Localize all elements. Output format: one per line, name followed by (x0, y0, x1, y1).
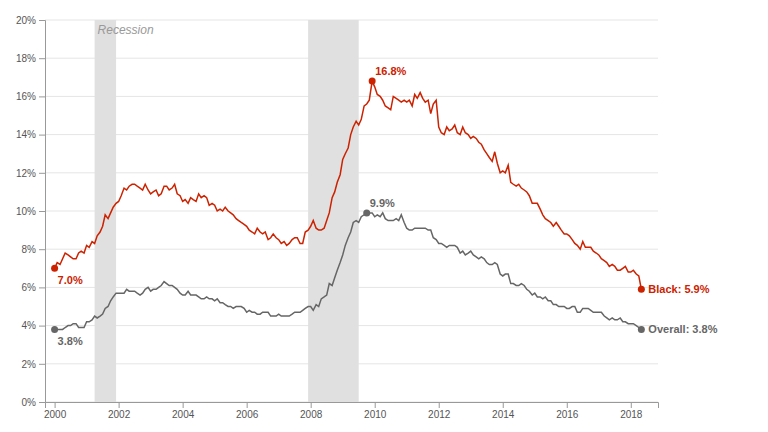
tick-mark (39, 96, 45, 97)
tick: 4% (22, 320, 45, 331)
annotation-dot (638, 326, 645, 333)
annotation-dot (51, 326, 58, 333)
tick-mark (311, 402, 312, 408)
tick-label: 2004 (172, 409, 195, 420)
tick-label: 2010 (364, 409, 387, 420)
tick-mark (631, 402, 632, 408)
tick-label: 18% (16, 53, 36, 64)
tick-label: 2008 (300, 409, 323, 420)
marks (51, 20, 645, 402)
tick: 2018 (620, 402, 643, 420)
tick-mark (119, 402, 120, 408)
tick-mark (39, 326, 45, 327)
tick-label: 4% (22, 320, 37, 331)
y-axis: 0% 2% 4% 6% 8% 10% 12% 14% 16% 18% 20% (16, 15, 46, 408)
annotation-label: Overall: 3.8% (648, 323, 717, 335)
tick-label: 6% (22, 282, 37, 293)
tick-mark (39, 58, 45, 59)
recession-band (308, 20, 359, 402)
tick: 14% (16, 129, 45, 140)
tick-mark (39, 135, 45, 136)
recession-bands (95, 20, 359, 402)
series-line (55, 81, 642, 289)
recession-band (95, 20, 116, 402)
tick-label: 16% (16, 91, 36, 102)
tick: 10% (16, 206, 45, 217)
tick-mark (39, 364, 45, 365)
grid (45, 20, 658, 402)
tick: 6% (22, 282, 45, 293)
tick-label: 2012 (428, 409, 451, 420)
tick: 2010 (364, 402, 387, 420)
tick: 8% (22, 244, 45, 255)
tick: 2% (22, 359, 45, 370)
tick-mark (39, 20, 45, 21)
tick-label: 2002 (108, 409, 131, 420)
tick-mark (39, 173, 45, 174)
tick-mark (567, 402, 568, 408)
tick-label: 2% (22, 359, 37, 370)
tick: 2008 (300, 402, 323, 420)
tick-mark (39, 249, 45, 250)
tick: 2014 (492, 402, 515, 420)
tick-mark (439, 402, 440, 408)
tick: 12% (16, 168, 45, 179)
tick-mark (247, 402, 248, 408)
tick: 20% (16, 15, 45, 26)
tick-label: 2018 (620, 409, 643, 420)
axis-line (39, 21, 46, 403)
annotation-dots (51, 78, 645, 333)
tick-label: 2000 (44, 409, 67, 420)
tick: 2002 (108, 402, 131, 420)
tick: 16% (16, 91, 45, 102)
tick-label: 2016 (556, 409, 579, 420)
tick-label: 2006 (236, 409, 259, 420)
tick-mark (503, 402, 504, 408)
tick-label: 20% (16, 15, 36, 26)
annotation-dot (51, 265, 58, 272)
recession-label: Recession (98, 23, 154, 37)
tick: 2012 (428, 402, 451, 420)
tick-label: 12% (16, 168, 36, 179)
annotation-dot (369, 78, 376, 85)
tick-mark (39, 402, 45, 403)
tick: 2004 (172, 402, 195, 420)
tick: 2006 (236, 402, 259, 420)
annotation-dot (363, 209, 370, 216)
annotations: Recession 7.0% 3.8% 16.8% 9.9% Black: 5.9% Ove… (58, 23, 718, 347)
annotation-dot (638, 286, 645, 293)
tick-label: 0% (22, 397, 37, 408)
chart: 2000 2002 2004 2006 2008 2010 2012 2014 2016 2018… (0, 0, 768, 432)
series-line (55, 211, 642, 329)
tick: 2000 (44, 402, 67, 420)
x-axis: 2000 2002 2004 2006 2008 2010 2012 2014 2016 2018 (44, 402, 659, 420)
annotation-label: 16.8% (375, 65, 406, 77)
annotation-label: 9.9% (370, 197, 395, 209)
annotation-label: 3.8% (58, 335, 83, 347)
tick-label: 14% (16, 129, 36, 140)
tick: 18% (16, 53, 45, 64)
tick-mark (55, 402, 56, 408)
tick-label: 10% (16, 206, 36, 217)
tick-mark (39, 211, 45, 212)
tick-mark (39, 287, 45, 288)
annotation-label: Black: 5.9% (648, 283, 709, 295)
tick-label: 8% (22, 244, 37, 255)
tick: 2016 (556, 402, 579, 420)
tick-mark (375, 402, 376, 408)
tick-mark (183, 402, 184, 408)
tick-label: 2014 (492, 409, 515, 420)
plot: 2000 2002 2004 2006 2008 2010 2012 2014 2016 2018… (16, 15, 718, 420)
axis-line (46, 403, 659, 409)
tick: 0% (22, 397, 45, 408)
annotation-label: 7.0% (58, 274, 83, 286)
